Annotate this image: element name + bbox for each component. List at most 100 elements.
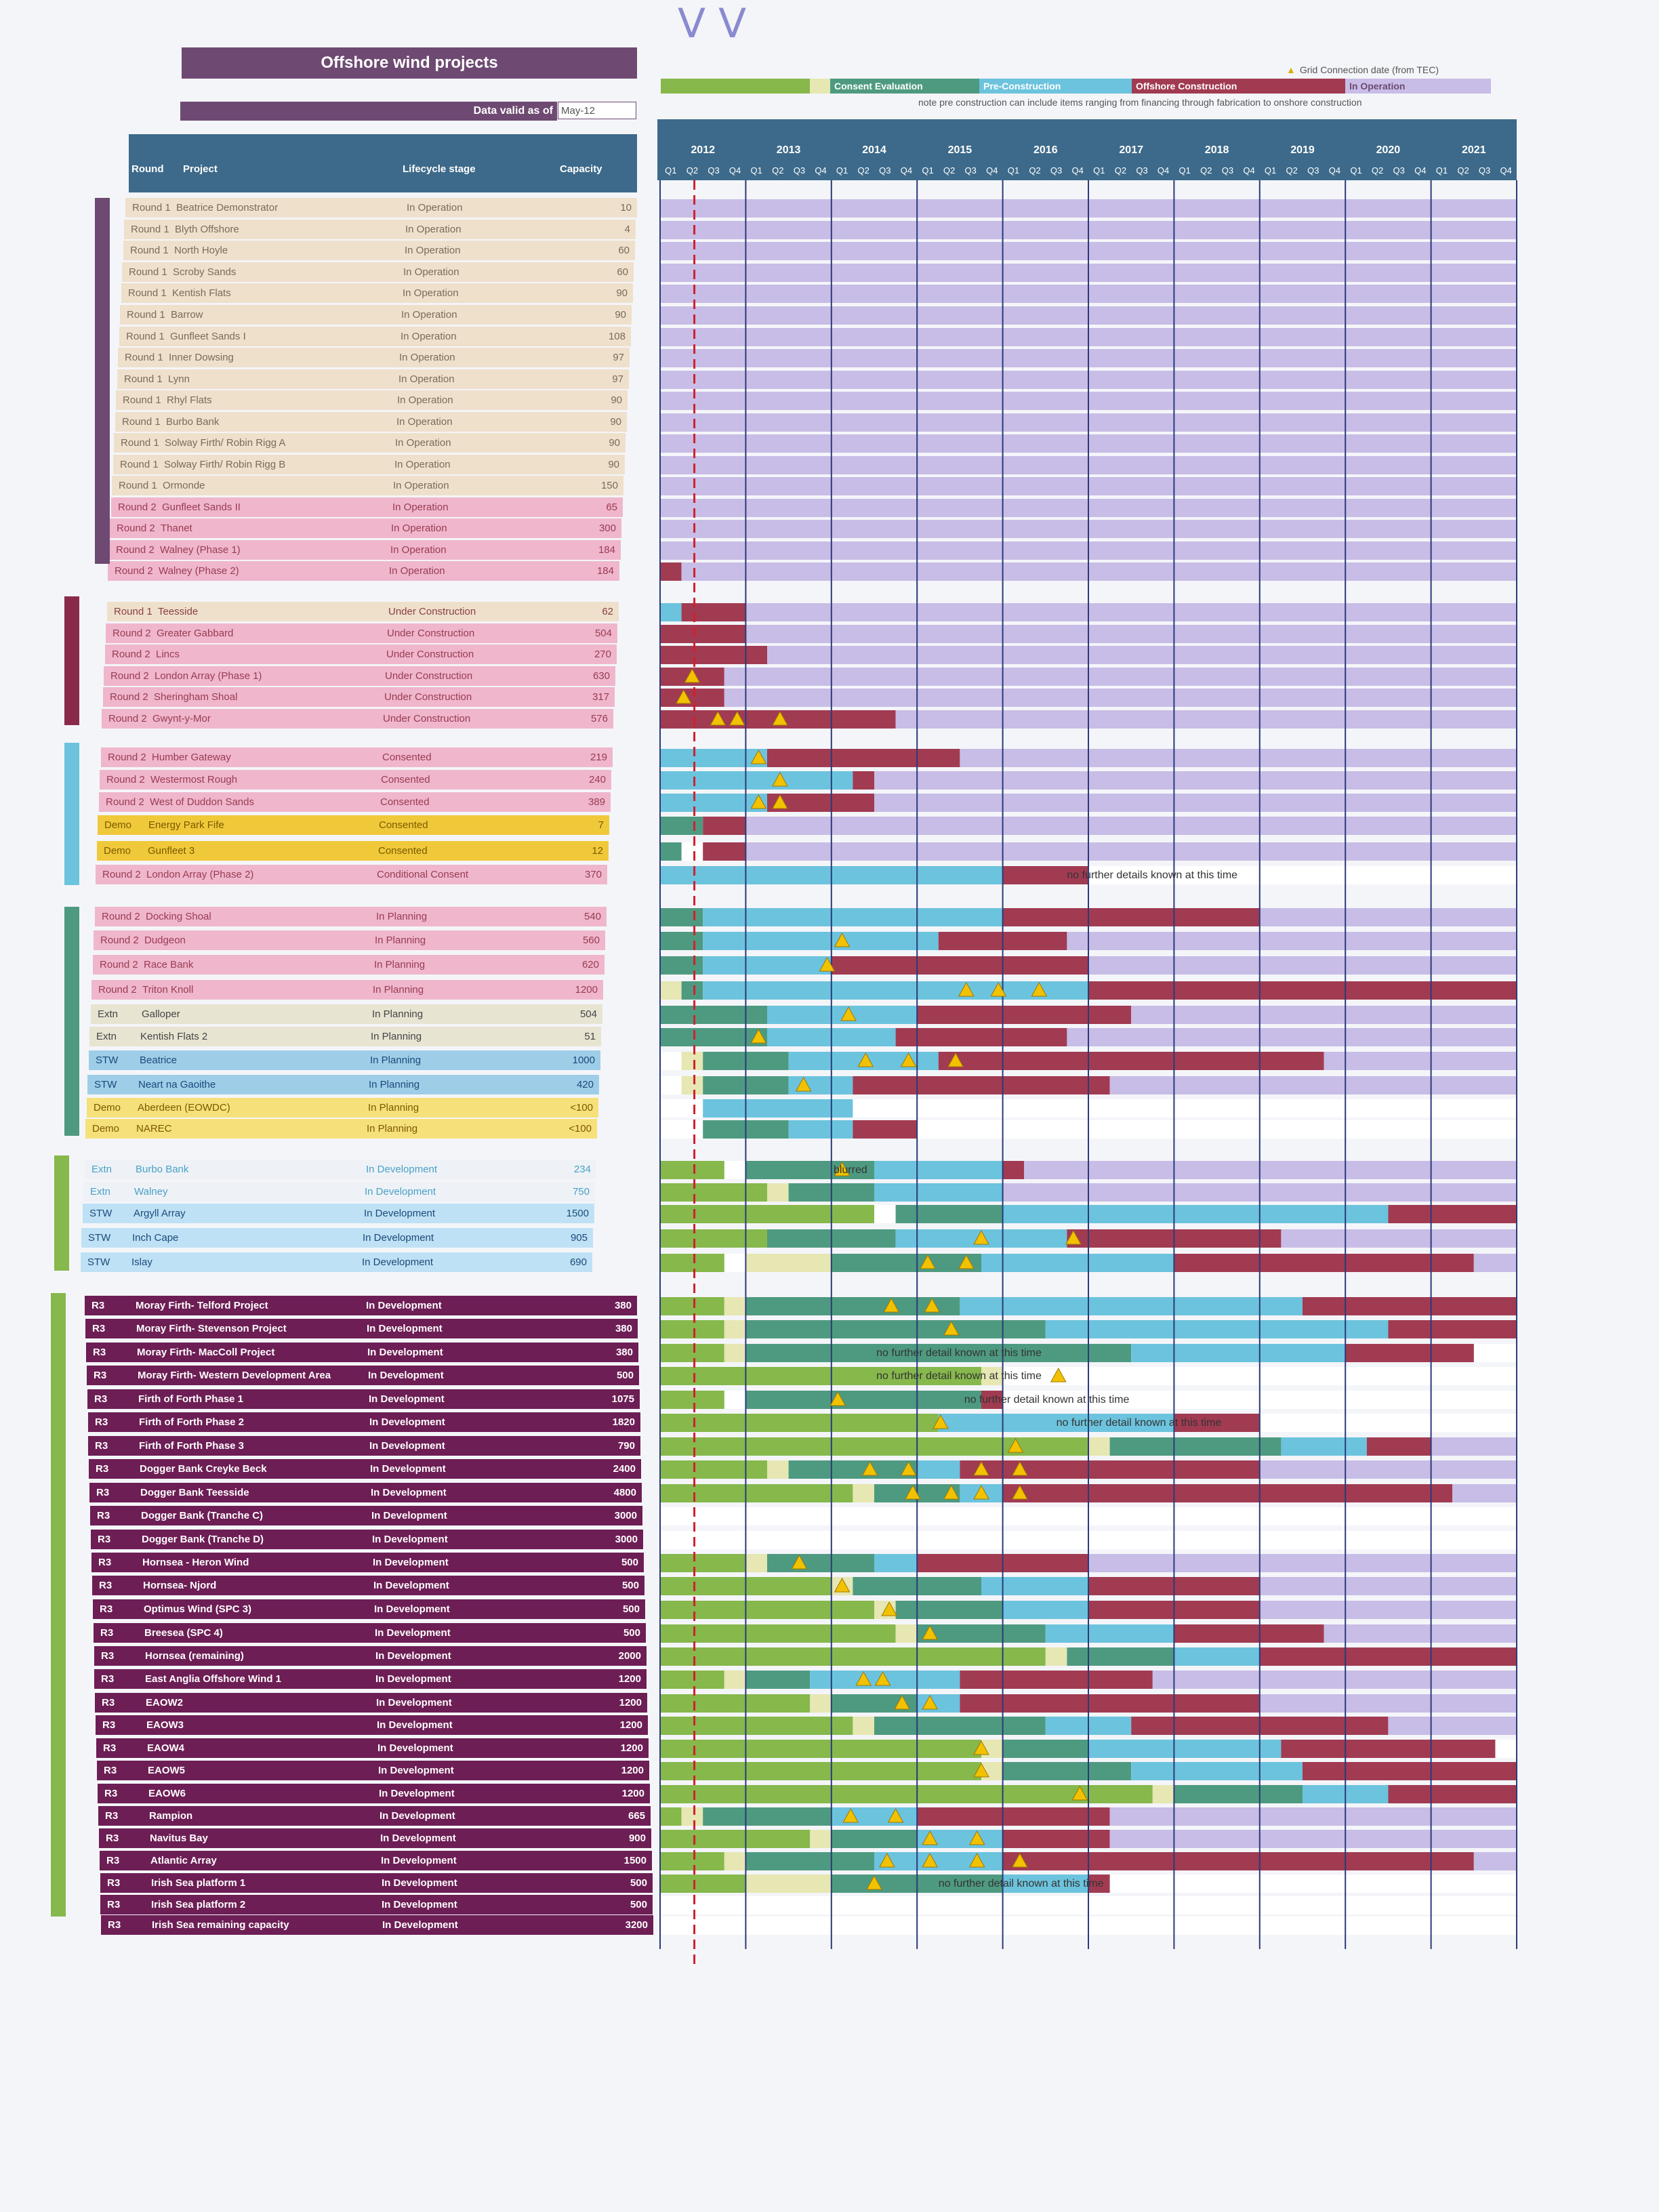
timeline-bar bbox=[660, 1671, 724, 1689]
row-lifecycle: In Development bbox=[367, 1323, 443, 1334]
row-round: Round 2 bbox=[110, 691, 148, 703]
table-row: R3 Breesea (SPC 4) In Development 500 bbox=[94, 1623, 646, 1643]
timeline-bar bbox=[660, 1830, 811, 1848]
grid-connection-marker bbox=[922, 1694, 939, 1710]
row-lifecycle: In Planning bbox=[376, 911, 428, 922]
timeline-bar bbox=[745, 625, 1517, 643]
row-capacity: 184 bbox=[596, 565, 614, 577]
row-capacity: 500 bbox=[616, 1370, 634, 1381]
timeline-bar bbox=[660, 1601, 874, 1619]
timeline-bar bbox=[660, 932, 703, 950]
table-row: Extn Kentish Flats 2 In Planning 51 bbox=[89, 1027, 601, 1046]
row-capacity: 500 bbox=[630, 1899, 647, 1910]
grid-connection-marker bbox=[973, 1762, 989, 1778]
table-row: R3 Moray Firth- Telford Project In Develop… bbox=[85, 1296, 637, 1315]
timeline-bar bbox=[810, 1694, 832, 1713]
row-capacity: 380 bbox=[615, 1347, 633, 1358]
timeline-bar bbox=[874, 1161, 1003, 1179]
timeline-bar bbox=[660, 1344, 724, 1362]
quarter-label: Q2 bbox=[1115, 165, 1126, 176]
timeline-bar bbox=[745, 1671, 811, 1689]
table-row: Extn Burbo Bank In Development 234 bbox=[85, 1160, 596, 1179]
row-project: EAOW3 bbox=[146, 1719, 184, 1731]
grid-connection-marker bbox=[943, 1484, 960, 1500]
table-row: Extn Galloper In Planning 504 bbox=[91, 1004, 602, 1024]
table-header: Round Project Lifecycle stage Capacity bbox=[129, 134, 637, 192]
quarter-label: Q1 bbox=[1179, 165, 1191, 176]
row-round: Round 1 bbox=[127, 309, 165, 321]
row-project: Hornsea- Njord bbox=[143, 1580, 217, 1591]
row-project: Beatrice bbox=[140, 1054, 178, 1066]
row-capacity: 1820 bbox=[612, 1416, 635, 1428]
timeline-bar bbox=[981, 1391, 1003, 1409]
timeline-bar bbox=[1303, 1762, 1517, 1780]
table-row: Round 2 Walney (Phase 1) In Operation 184 bbox=[109, 540, 621, 560]
row-capacity: 620 bbox=[581, 959, 599, 970]
row-project: EAOW6 bbox=[148, 1788, 186, 1799]
row-project: Teesside bbox=[158, 606, 199, 617]
row-project: Ormonde bbox=[163, 480, 205, 491]
timeline-bar bbox=[1024, 1161, 1517, 1179]
row-capacity: 300 bbox=[598, 523, 616, 534]
legend-note: note pre construction can include items … bbox=[918, 97, 1362, 108]
timeline-bar bbox=[681, 1807, 703, 1826]
timeline-bar bbox=[745, 1391, 981, 1409]
timeline-bar bbox=[724, 1344, 746, 1362]
row-capacity: 97 bbox=[613, 352, 624, 363]
timeline-bar bbox=[1452, 1484, 1517, 1502]
grid-connection-marker bbox=[900, 1052, 917, 1067]
timeline-bar bbox=[660, 1484, 853, 1502]
table-row: Round 1 Solway Firth/ Robin Rigg A In Oper… bbox=[114, 433, 626, 453]
timeline-bar bbox=[960, 1671, 1153, 1689]
timeline-bar bbox=[724, 1297, 746, 1315]
timeline-bar bbox=[745, 603, 1517, 621]
timeline-bar bbox=[660, 1875, 746, 1893]
timeline-bar bbox=[767, 1460, 789, 1479]
timeline-bar bbox=[660, 1028, 767, 1046]
row-lifecycle: Under Construction bbox=[386, 649, 474, 660]
row-capacity: 2400 bbox=[613, 1463, 636, 1475]
table-row: R3 Firth of Forth Phase 2 In Development 18… bbox=[88, 1412, 640, 1432]
grid-connection-marker bbox=[1007, 1437, 1024, 1453]
timeline-bar bbox=[895, 1205, 1003, 1223]
timeline-bar bbox=[938, 1052, 1324, 1070]
timeline-bar bbox=[1045, 1320, 1389, 1338]
row-round: Round 1 bbox=[121, 437, 159, 449]
quarter-label: Q3 bbox=[708, 165, 719, 176]
row-round: R3 bbox=[101, 1673, 115, 1685]
grid-connection-marker bbox=[750, 794, 767, 809]
row-lifecycle: In Operation bbox=[394, 459, 451, 470]
timeline-bar bbox=[745, 1320, 1046, 1338]
row-project: Irish Sea remaining capacity bbox=[152, 1919, 289, 1931]
timeline-bar bbox=[874, 1183, 1003, 1202]
row-capacity: <100 bbox=[569, 1123, 592, 1134]
grid-connection-marker bbox=[973, 1229, 989, 1245]
table-row: Extn Walney In Development 750 bbox=[83, 1182, 595, 1202]
timeline-note: no further detail known at this time bbox=[939, 1878, 1104, 1889]
timeline-bar bbox=[1088, 956, 1517, 975]
row-project: Solway Firth/ Robin Rigg B bbox=[164, 459, 286, 470]
table-row: Round 2 Race Bank In Planning 620 bbox=[93, 955, 605, 975]
legend-planning bbox=[661, 79, 830, 94]
row-round: Round 1 bbox=[123, 394, 161, 406]
timeline-bar bbox=[1174, 1254, 1474, 1272]
row-capacity: 500 bbox=[621, 1557, 638, 1568]
timeline-bar bbox=[681, 562, 1517, 581]
row-lifecycle: In Planning bbox=[373, 984, 424, 996]
row-lifecycle: In Development bbox=[369, 1393, 445, 1405]
row-round: Round 1 bbox=[129, 266, 167, 278]
table-row: R3 Rampion In Development 665 bbox=[98, 1806, 651, 1826]
row-capacity: 51 bbox=[584, 1031, 596, 1042]
timeline-bar bbox=[1259, 1460, 1517, 1479]
row-project: Humber Gateway bbox=[152, 752, 231, 763]
row-project: Westermost Rough bbox=[150, 774, 238, 785]
timeline-bar bbox=[1473, 1254, 1517, 1272]
row-lifecycle: Consented bbox=[382, 752, 432, 763]
timeline-bar bbox=[853, 771, 874, 790]
grid-connection-marker bbox=[795, 1076, 812, 1092]
row-project: Rampion bbox=[149, 1810, 193, 1822]
timeline-bar bbox=[660, 981, 682, 1000]
row-project: Argyll Array bbox=[134, 1208, 186, 1219]
timeline-bar bbox=[660, 689, 724, 707]
timeline-bar bbox=[660, 1229, 767, 1248]
